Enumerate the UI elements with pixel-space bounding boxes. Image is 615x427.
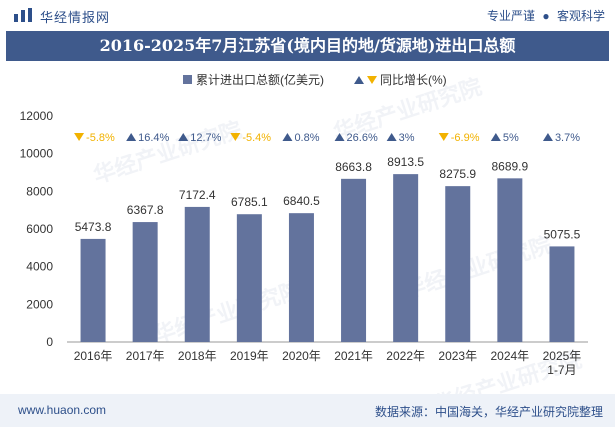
y-tick-label: 10000 [20,147,54,161]
bar-value-label: 8913.5 [387,155,424,169]
growth-up-marker [178,133,189,141]
x-tick-label: 2019年 [230,349,269,363]
bar-total [236,214,262,342]
x-tick-label: 2023年 [438,349,477,363]
growth-down-marker [438,133,449,141]
x-tick-label: 2016年 [74,349,113,363]
tag-objective: 客观科学 [556,9,605,23]
logo-icon [14,8,32,22]
growth-down-marker [74,133,85,141]
y-tick-label: 8000 [26,184,53,198]
bar-total [549,246,575,342]
legend-swatch-total [183,75,192,84]
bar-value-label: 7172.4 [179,188,216,202]
growth-label: -5.4% [242,132,271,144]
bar-total [445,186,471,342]
bar-total [393,174,419,342]
bar-value-label: 5473.8 [75,220,112,234]
brand-name: 华经情报网 [40,10,111,25]
y-tick-label: 0 [46,335,53,349]
chart-area: 累计进出口总额(亿美元) 同比增长(%) 0 2000 4000 6000 8000 1000… [20,72,588,377]
growth-up-marker [490,133,501,141]
bar-total [341,178,367,342]
tag-separator: ● [542,9,550,23]
bar-value-label: 6785.1 [231,195,268,209]
bar-value-label: 5075.5 [544,227,581,241]
bar-total [288,213,314,342]
tag-professional: 专业严谨 [487,9,536,23]
footer-bar: www.huaon.com 数据来源：中国海关，华经产业研究院整理 [0,394,615,427]
x-tick-label: 2018年 [178,349,217,363]
x-tick-label: 2024年 [490,349,529,363]
y-tick-label: 2000 [26,297,53,311]
growth-up-marker [542,133,553,141]
x-tick-label: 2025年 [543,349,582,363]
bar-total [184,206,210,342]
growth-label: 3% [399,132,415,144]
x-tick-label: 2021年 [334,349,373,363]
growth-label: 3.7% [555,132,580,144]
bar-value-label: 6367.8 [127,203,164,217]
bar-total [80,238,106,342]
growth-label: 16.4% [138,132,169,144]
y-tick-label: 6000 [26,222,53,236]
growth-label: 26.6% [347,132,378,144]
data-source: 数据来源：中国海关，华经产业研究院整理 [374,405,603,419]
legend-label-growth: 同比增长(%) [380,73,447,87]
legend-marker-down [367,76,377,84]
growth-down-marker [230,133,241,141]
growth-label: 5% [503,132,519,144]
bar-value-label: 8275.9 [439,167,476,181]
x-tick-label: 2020年 [282,349,321,363]
chart-title: 2016-2025年7月江苏省(境内目的地/货源地)进出口总额 [6,31,609,61]
growth-up-marker [282,133,293,141]
header-tags: 专业严谨 ● 客观科学 [487,7,605,24]
legend-label-total: 累计进出口总额(亿美元) [196,72,324,87]
x-tick-label: 2022年 [386,349,425,363]
bar-value-label: 8689.9 [491,159,528,173]
bar-value-label: 8663.8 [335,160,372,174]
x-tick-label: 2017年 [126,349,165,363]
x-tick-label: 1-7月 [547,363,576,377]
y-tick-label: 4000 [26,260,53,274]
y-tick-label: 12000 [20,109,54,123]
growth-label: -6.9% [451,132,480,144]
growth-label: 0.8% [294,132,319,144]
bar-value-label: 6840.5 [283,194,320,208]
growth-up-marker [334,133,345,141]
growth-up-marker [386,133,397,141]
growth-label: -5.8% [86,132,115,144]
growth-label: 12.7% [190,132,221,144]
bar-total [497,178,523,342]
legend-marker-up [354,76,364,84]
footer-url: www.huaon.com [18,403,107,417]
growth-up-marker [126,133,137,141]
header-bar: 华经情报网 专业严谨 ● 客观科学 [0,0,615,30]
bar-total [132,222,158,342]
